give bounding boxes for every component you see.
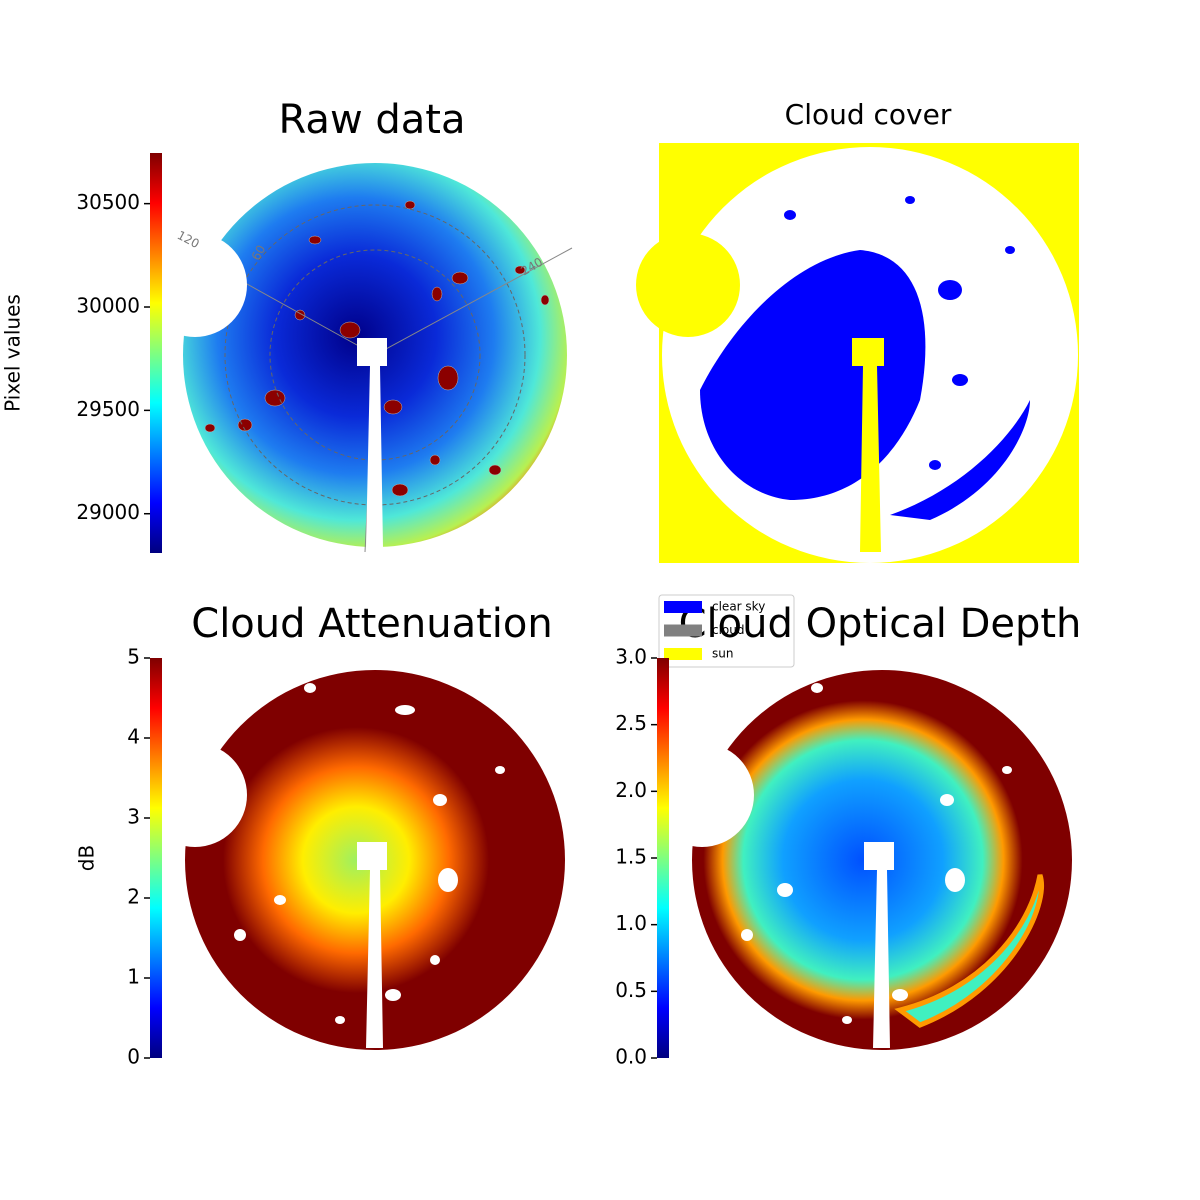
colorbar-tick-label: 0 xyxy=(127,1045,140,1069)
colorbar-tick-label: 4 xyxy=(127,725,140,749)
arm-mask xyxy=(852,338,884,552)
colorbar xyxy=(150,658,162,1058)
polar-label: 60 xyxy=(249,243,269,263)
legend-swatch xyxy=(664,624,702,637)
colorbar-tick-label: 2 xyxy=(127,885,140,909)
cloud-cover-image xyxy=(636,143,1079,563)
colorbar-tick-label: 30000 xyxy=(76,294,140,318)
legend-swatch xyxy=(664,648,702,660)
colorbar-tick-label: 2.0 xyxy=(615,778,647,802)
colorbar-label: dB xyxy=(75,845,99,871)
panel-title: Cloud cover xyxy=(785,98,952,131)
colorbar-label: Pixel values xyxy=(1,294,25,412)
colorbar-tick-label: 1.0 xyxy=(615,911,647,935)
blobs xyxy=(741,683,1012,1024)
blobs xyxy=(234,683,505,1024)
mask xyxy=(143,743,247,847)
arm-mask xyxy=(864,842,894,1048)
polar-spoke xyxy=(374,247,573,356)
colorbar-tick-label: 29000 xyxy=(76,500,140,524)
mask xyxy=(650,743,754,847)
colorbar xyxy=(657,658,669,1058)
legend-label: cloud xyxy=(712,623,745,637)
blobs xyxy=(204,200,550,497)
clear-region xyxy=(890,400,1030,520)
colorbar-tick-label: 0.5 xyxy=(615,978,647,1002)
mask xyxy=(636,233,740,337)
panel-title: Cloud Optical Depth xyxy=(679,601,1082,647)
colorbar-tick-label: 3 xyxy=(127,805,140,829)
colorbar-tick-label: 2.5 xyxy=(615,711,647,735)
colorbar xyxy=(150,153,162,553)
colorbar-tick-label: 29500 xyxy=(76,397,140,421)
clear-arc xyxy=(894,874,1044,1028)
attenuation-image xyxy=(143,670,565,1050)
mask xyxy=(143,233,247,337)
colorbar-tick-label: 5 xyxy=(127,645,140,669)
legend-swatch xyxy=(664,601,702,613)
arm-mask xyxy=(357,842,387,1048)
legend-label: sun xyxy=(712,647,733,661)
arm-mask xyxy=(357,338,387,548)
legend-label: clear sky xyxy=(712,600,765,614)
panel-title: Cloud Attenuation xyxy=(191,601,552,647)
colorbar-tick-label: 0.0 xyxy=(615,1045,647,1069)
clear-blobs xyxy=(784,196,1015,470)
colorbar-tick-label: 1 xyxy=(127,965,140,989)
raw-image xyxy=(143,163,573,553)
panel-title: Raw data xyxy=(279,97,466,143)
colorbar-tick-label: 30500 xyxy=(76,190,140,214)
colorbar-tick-label: 3.0 xyxy=(615,645,647,669)
polar-ring xyxy=(224,204,526,506)
optical-depth-image xyxy=(650,670,1072,1050)
colorbar-tick-label: 1.5 xyxy=(615,845,647,869)
